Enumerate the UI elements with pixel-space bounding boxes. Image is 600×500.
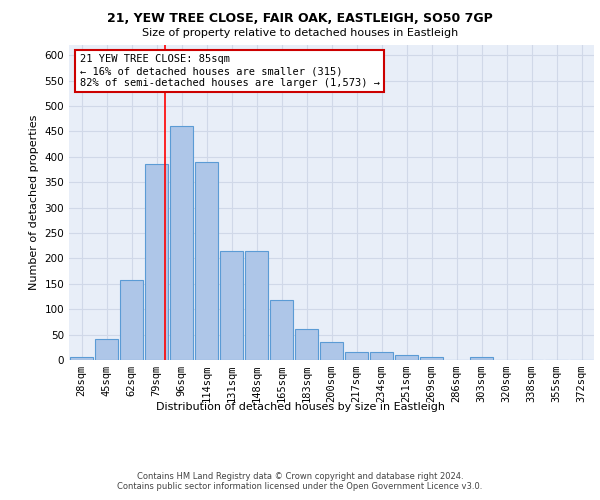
Bar bbox=[419, 357, 443, 360]
Bar bbox=[145, 164, 169, 360]
Bar bbox=[470, 357, 493, 360]
Bar bbox=[295, 328, 319, 360]
Y-axis label: Number of detached properties: Number of detached properties bbox=[29, 115, 39, 290]
Text: Contains public sector information licensed under the Open Government Licence v3: Contains public sector information licen… bbox=[118, 482, 482, 491]
Bar bbox=[269, 300, 293, 360]
Bar bbox=[220, 251, 244, 360]
Bar bbox=[370, 352, 394, 360]
Text: Size of property relative to detached houses in Eastleigh: Size of property relative to detached ho… bbox=[142, 28, 458, 38]
Bar bbox=[70, 358, 94, 360]
Text: Distribution of detached houses by size in Eastleigh: Distribution of detached houses by size … bbox=[155, 402, 445, 412]
Bar bbox=[395, 355, 418, 360]
Bar bbox=[320, 342, 343, 360]
Text: Contains HM Land Registry data © Crown copyright and database right 2024.: Contains HM Land Registry data © Crown c… bbox=[137, 472, 463, 481]
Bar bbox=[344, 352, 368, 360]
Bar bbox=[119, 280, 143, 360]
Bar bbox=[170, 126, 193, 360]
Bar bbox=[194, 162, 218, 360]
Bar bbox=[245, 251, 268, 360]
Text: 21, YEW TREE CLOSE, FAIR OAK, EASTLEIGH, SO50 7GP: 21, YEW TREE CLOSE, FAIR OAK, EASTLEIGH,… bbox=[107, 12, 493, 26]
Text: 21 YEW TREE CLOSE: 85sqm
← 16% of detached houses are smaller (315)
82% of semi-: 21 YEW TREE CLOSE: 85sqm ← 16% of detach… bbox=[79, 54, 380, 88]
Bar bbox=[95, 338, 118, 360]
